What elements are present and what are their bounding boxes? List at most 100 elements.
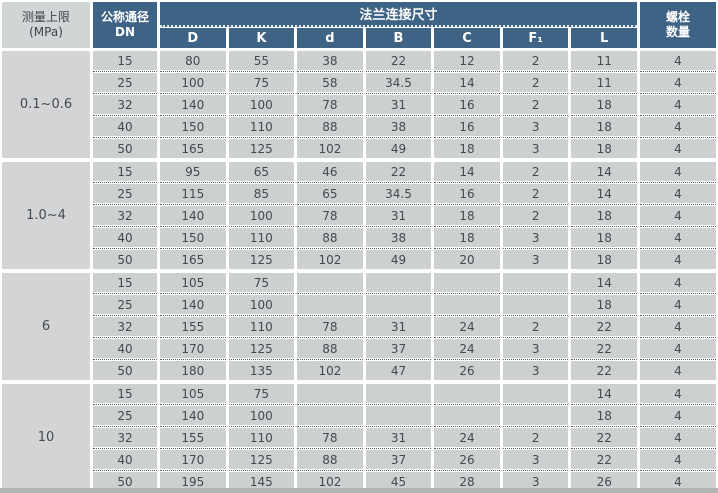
table-cell	[434, 273, 500, 292]
table-cell: 4	[639, 93, 716, 114]
table-cell: 102	[297, 137, 363, 158]
header-measure-limit-line1: 测量上限	[21, 10, 70, 24]
table-cell: 4	[639, 384, 716, 403]
table-cell: 80	[160, 51, 226, 70]
table-cell: 150	[160, 115, 226, 136]
table-body: 0.1~0.6 15 80 55 38 22 12 2 11 4 25 100 75 58 34.5 14 2…	[2, 51, 716, 491]
table-cell: 25	[93, 182, 157, 203]
table-cell: 4	[639, 51, 716, 70]
table-cell: 170	[160, 448, 226, 469]
table-cell	[297, 404, 363, 425]
table-cell: 34.5	[365, 71, 432, 92]
table-cell: 37	[365, 337, 432, 358]
table-cell: 4	[639, 404, 716, 425]
table-cell: 88	[297, 337, 363, 358]
table-cell: 165	[160, 248, 226, 269]
table-cell: 165	[160, 137, 226, 158]
table-cell: 2	[502, 204, 569, 225]
table-cell	[365, 273, 432, 292]
table-cell: 4	[639, 137, 716, 158]
table-cell: 3	[502, 470, 569, 491]
table-cell: 2	[502, 162, 569, 181]
table-cell: 45	[365, 470, 432, 491]
table-cell: 26	[434, 448, 500, 469]
table-cell: 78	[297, 315, 363, 336]
table-cell: 3	[502, 115, 569, 136]
pressure-group: 1.0~4 15 95 65 46 22 14 2 14 4 25 115 85 65 34.5 16 2 14…	[2, 162, 716, 269]
header-measure-limit: 测量上限 (MPa)	[2, 2, 90, 48]
table-cell: 16	[434, 115, 500, 136]
table-cell: 32	[93, 426, 157, 447]
table-cell: 18	[434, 204, 500, 225]
table-cell: 15	[93, 162, 157, 181]
table-cell: 95	[160, 162, 226, 181]
table-cell: 24	[434, 315, 500, 336]
table-cell: 11	[571, 51, 637, 70]
table-cell: 155	[160, 426, 226, 447]
table-cell: 18	[571, 204, 637, 225]
header-bolt-count-line1: 螺栓	[665, 10, 690, 24]
table-cell: 2	[502, 426, 569, 447]
header-bolt-count: 螺栓 数量	[640, 2, 716, 48]
table-cell: 88	[297, 226, 363, 247]
table-cell: 4	[639, 470, 716, 491]
table-cell: 4	[639, 71, 716, 92]
header-dim-d: d	[297, 28, 363, 48]
table-cell	[297, 384, 363, 403]
table-cell: 3	[502, 137, 569, 158]
table-cell: 78	[297, 426, 363, 447]
table-cell: 100	[228, 204, 295, 225]
table-cell: 38	[297, 51, 363, 70]
table-cell: 25	[93, 71, 157, 92]
table-cell: 14	[571, 182, 637, 203]
table-cell: 102	[297, 359, 363, 380]
table-cell: 100	[160, 71, 226, 92]
table-cell: 18	[434, 226, 500, 247]
header-flange-span-title: 法兰连接尺寸	[160, 2, 637, 27]
table-cell: 180	[160, 359, 226, 380]
table-cell: 115	[160, 182, 226, 203]
table-cell: 40	[93, 226, 157, 247]
header-bolt-count-line2: 数量	[665, 25, 690, 39]
table-cell: 32	[93, 315, 157, 336]
table-cell: 4	[639, 337, 716, 358]
table-cell: 18	[571, 248, 637, 269]
table-cell: 195	[160, 470, 226, 491]
table-cell: 55	[228, 51, 295, 70]
table-cell	[434, 293, 500, 314]
table-cell: 3	[502, 248, 569, 269]
table-cell: 2	[502, 315, 569, 336]
table-cell: 65	[297, 182, 363, 203]
table-cell: 4	[639, 115, 716, 136]
table-cell: 2	[502, 182, 569, 203]
table-cell: 75	[228, 384, 295, 403]
table-cell: 100	[228, 293, 295, 314]
table-cell: 4	[639, 273, 716, 292]
table-cell: 4	[639, 226, 716, 247]
table-cell: 47	[365, 359, 432, 380]
table-cell: 3	[502, 337, 569, 358]
table-cell	[434, 384, 500, 403]
table-cell: 3	[502, 448, 569, 469]
table-cell: 4	[639, 448, 716, 469]
table-cell: 15	[93, 51, 157, 70]
table-cell: 31	[365, 315, 432, 336]
table-cell: 24	[434, 426, 500, 447]
table-cell	[365, 293, 432, 314]
table-cell: 14	[571, 162, 637, 181]
table-cell: 26	[434, 359, 500, 380]
table-cell: 38	[365, 226, 432, 247]
table-cell: 40	[93, 448, 157, 469]
table-cell	[365, 404, 432, 425]
table-cell: 170	[160, 337, 226, 358]
pressure-limit-cell: 1.0~4	[2, 162, 90, 269]
table-cell: 4	[639, 182, 716, 203]
table-cell: 31	[365, 93, 432, 114]
table-cell: 32	[93, 93, 157, 114]
table-cell: 102	[297, 248, 363, 269]
table-cell: 22	[365, 51, 432, 70]
table-cell: 78	[297, 93, 363, 114]
pressure-limit-cell: 0.1~0.6	[2, 51, 90, 158]
table-cell: 110	[228, 315, 295, 336]
table-cell: 22	[571, 426, 637, 447]
